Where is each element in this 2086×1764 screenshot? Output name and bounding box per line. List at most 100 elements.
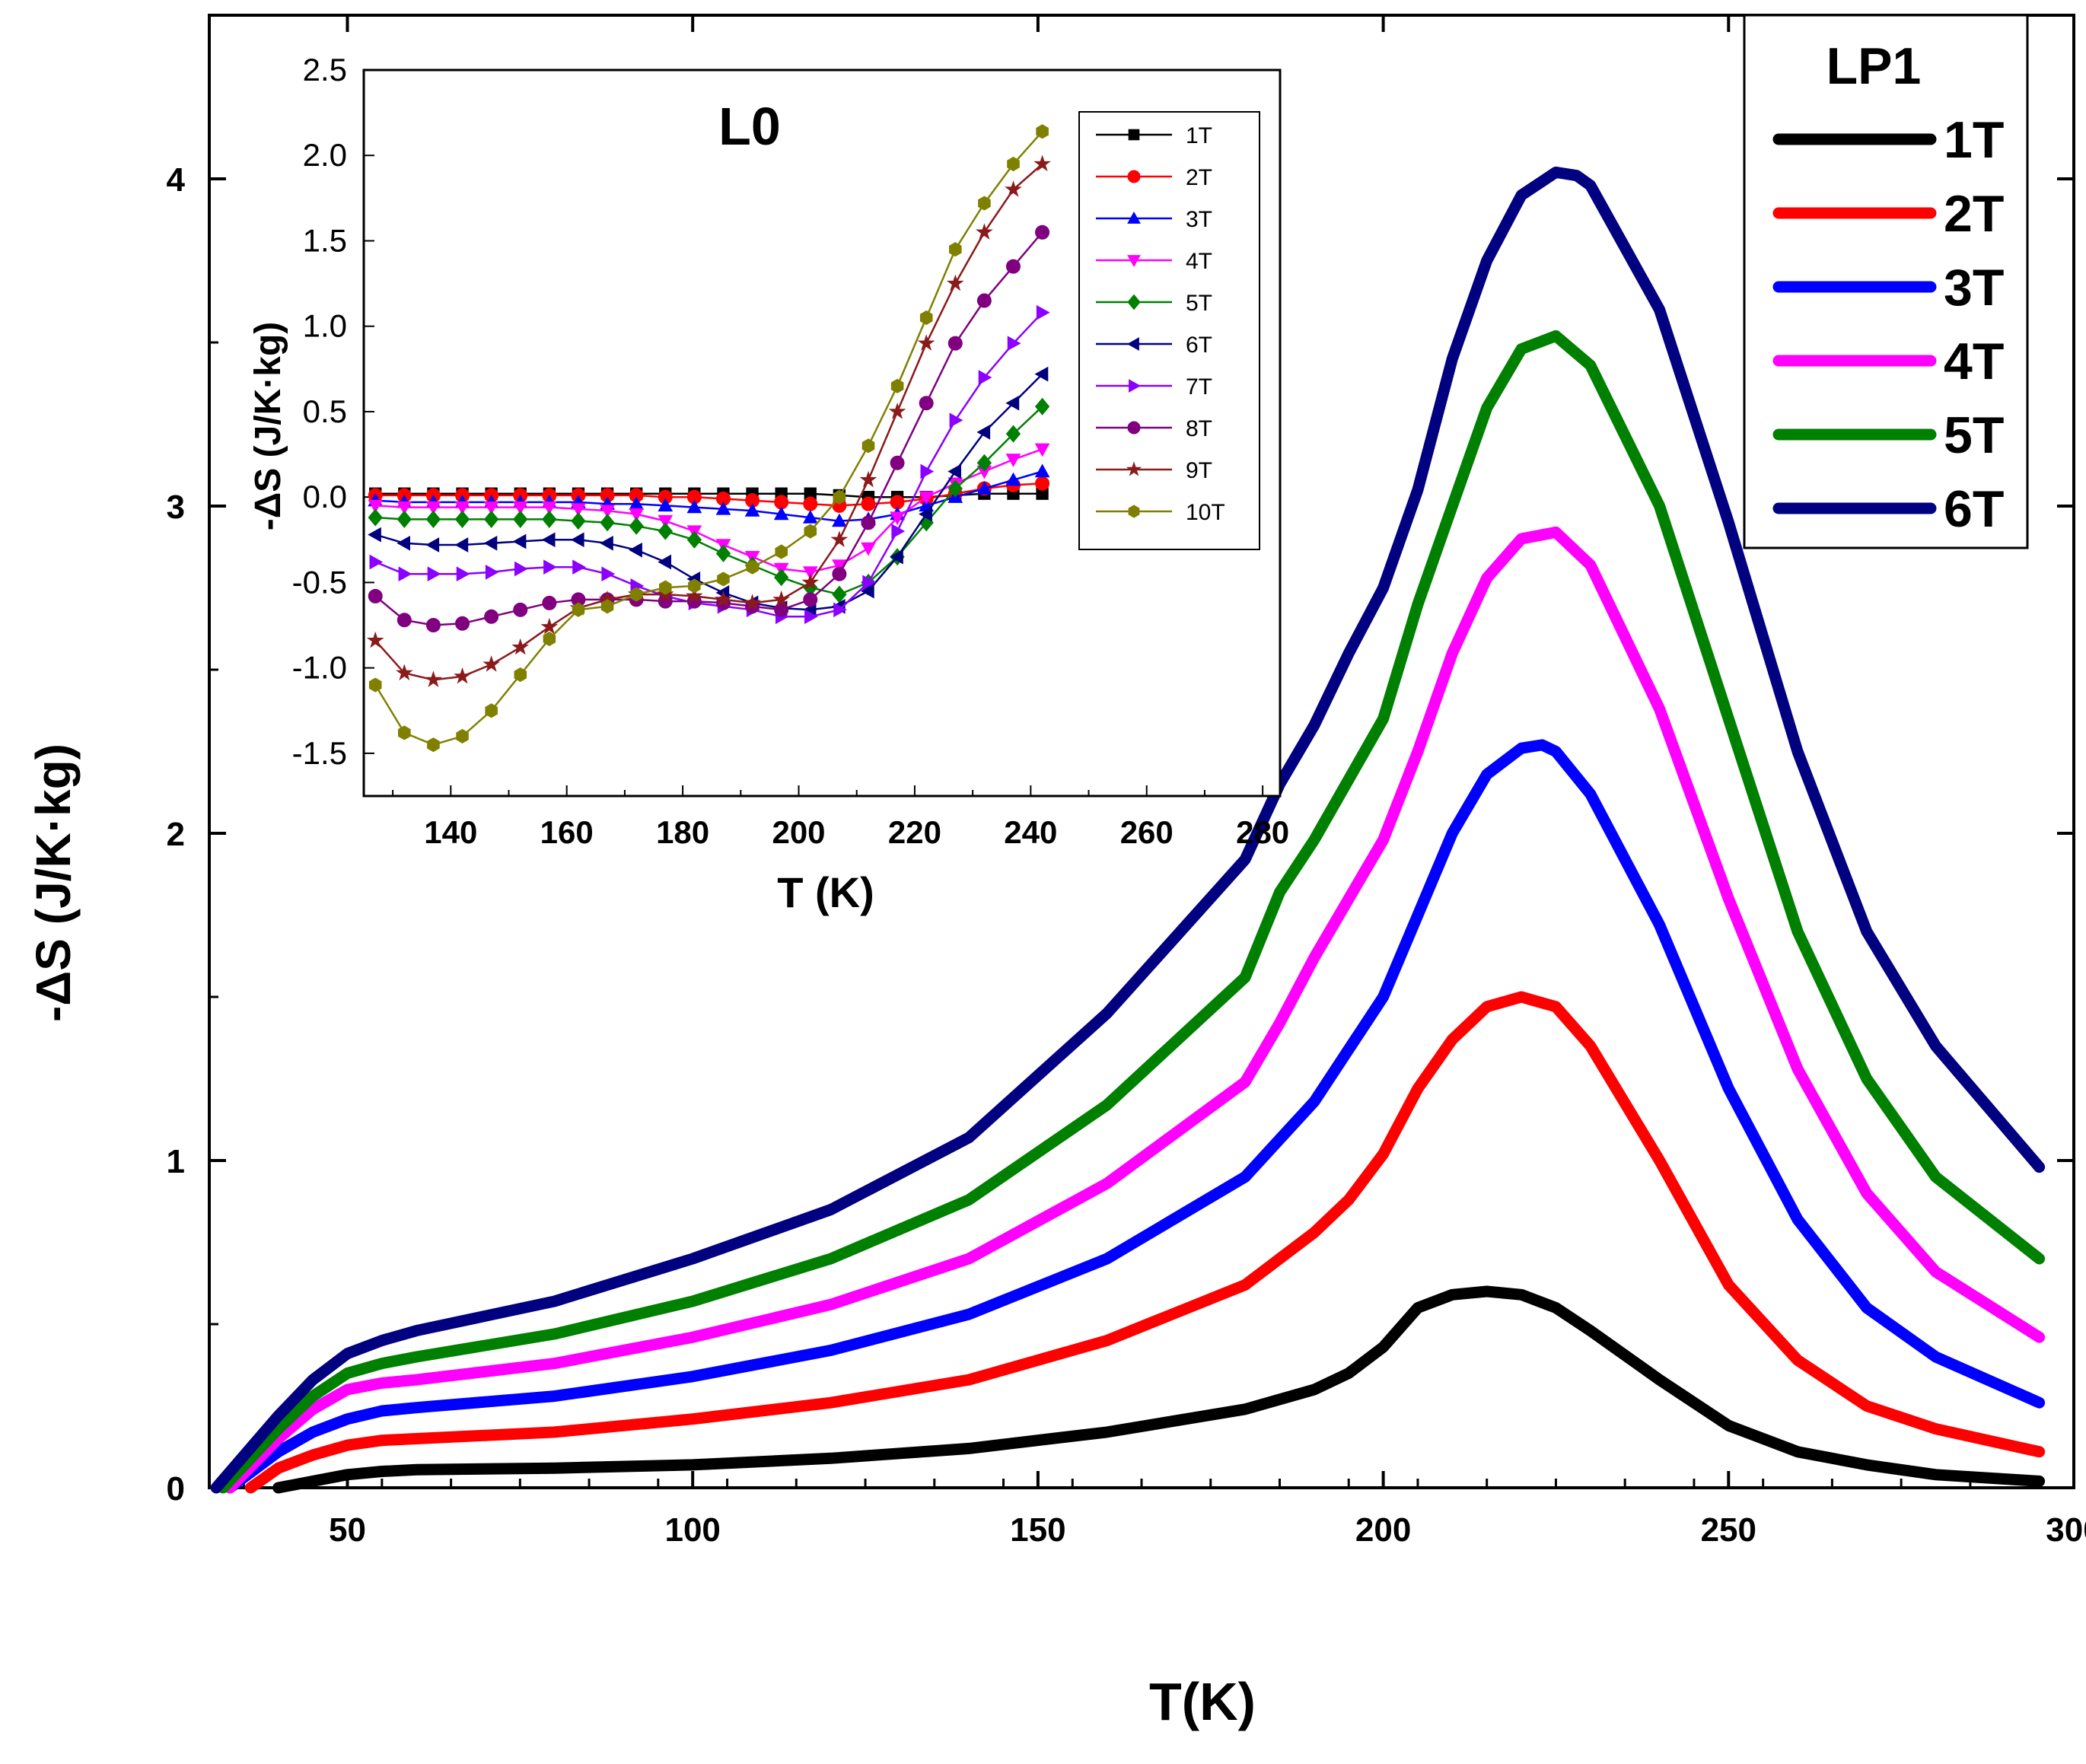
inset-point-10T <box>688 578 701 594</box>
inset-point-5T <box>571 512 586 530</box>
inset-y-tick-label: -1.5 <box>292 735 347 771</box>
legend-label-2T: 2T <box>1944 185 2004 243</box>
inset-point-7T <box>427 566 441 582</box>
inset-legend-marker-2T <box>1127 170 1141 183</box>
inset-y-tick-label: 1.5 <box>303 222 347 258</box>
legend-label-3T: 3T <box>1944 259 2004 317</box>
inset-point-6T <box>1005 395 1020 411</box>
inset-point-10T <box>600 599 614 614</box>
inset-point-9T <box>540 617 559 635</box>
x-tick-label: 200 <box>1355 1511 1411 1549</box>
inset-point-7T <box>369 554 384 570</box>
x-tick-label: 300 <box>2046 1511 2086 1549</box>
inset-point-10T <box>919 310 933 326</box>
inset-point-7T <box>978 370 992 385</box>
inset-point-6T <box>890 549 903 565</box>
inset-point-9T <box>395 664 413 681</box>
inset-point-7T <box>862 575 877 591</box>
inset-point-8T <box>890 455 905 470</box>
inset-point-7T <box>833 602 847 618</box>
inset-point-3T <box>686 499 702 514</box>
inset-point-8T <box>542 595 557 610</box>
inset-point-7T <box>485 565 499 580</box>
inset-legend-label-7T: 7T <box>1186 374 1212 400</box>
inset-point-5T <box>976 454 992 472</box>
inset-point-8T <box>1035 224 1050 240</box>
inset-point-5T <box>513 510 528 528</box>
inset-point-8T <box>1005 259 1021 274</box>
x-tick-label: 100 <box>664 1511 720 1549</box>
inset-point-10T <box>456 728 469 743</box>
inset-point-3T <box>658 498 674 512</box>
inset-y-axis-title: -ΔS (J/K·kg) <box>248 322 288 531</box>
inset-point-6T <box>947 463 961 479</box>
inset-point-4T <box>600 505 615 519</box>
inset-point-8T <box>976 293 992 308</box>
inset-legend-marker-10T <box>1128 505 1140 518</box>
inset-y-tick-label: -0.5 <box>292 564 347 600</box>
inset-point-9T <box>830 530 849 547</box>
x-tick-label: 250 <box>1701 1511 1756 1549</box>
inset-point-10T <box>833 489 846 505</box>
inset-point-10T <box>514 667 527 683</box>
inset-point-4T <box>454 501 470 515</box>
inset-point-5T <box>658 522 673 540</box>
inset-point-9T <box>1033 154 1051 172</box>
inset-point-5T <box>454 510 470 528</box>
inset-point-9T <box>1005 180 1022 197</box>
y-tick-label: 4 <box>167 161 186 199</box>
inset-point-6T <box>368 527 381 543</box>
inset-point-10T <box>1007 156 1020 172</box>
inset-legend-label-5T: 5T <box>1186 291 1212 316</box>
inset-point-10T <box>427 737 440 753</box>
inset-point-4T <box>890 511 905 526</box>
inset-point-2T <box>861 496 876 511</box>
series-line-6T <box>210 166 2046 1494</box>
inset-point-10T <box>572 602 585 617</box>
inset-point-3T <box>976 480 992 495</box>
inset-point-4T <box>483 501 499 515</box>
inset-point-5T <box>629 517 644 535</box>
inset-point-3T <box>1034 463 1050 478</box>
inset-legend-marker-5T <box>1127 294 1141 310</box>
series-line-3T <box>224 739 2046 1494</box>
inset-legend-marker-3T <box>1127 211 1141 224</box>
inset-point-6T <box>658 554 671 570</box>
series-line-4T <box>224 526 2046 1494</box>
inset-plot: 140 160 180 200 220 240 260 280 -1.5 -1.0 -0.5 0.0 0… <box>248 52 1289 916</box>
inset-point-5T <box>715 544 731 562</box>
inset-legend-box <box>1078 111 1260 550</box>
inset-legend-label-1T: 1T <box>1186 123 1212 148</box>
inset-point-10T <box>659 580 672 595</box>
inset-point-2T <box>803 496 818 511</box>
inset-legend-marker-4T <box>1127 255 1141 268</box>
inset-point-7T <box>804 609 818 625</box>
inset-x-tick-label: 200 <box>772 814 825 850</box>
inset-x-axis-title: T (K) <box>777 868 874 916</box>
inset-point-10T <box>890 378 904 393</box>
inset-point-2T <box>1035 476 1050 491</box>
inset-point-5T <box>947 479 963 498</box>
inset-y-tick-label: 2.0 <box>303 137 347 173</box>
inset-point-9T <box>366 631 384 648</box>
inset-y-tick-label: 1.0 <box>303 308 347 344</box>
x-tick-label: 150 <box>1010 1511 1065 1549</box>
inset-point-4T <box>802 566 818 580</box>
inset-point-8T <box>919 396 934 411</box>
y-tick-label: 1 <box>167 1143 185 1180</box>
inset-point-6T <box>483 535 498 551</box>
inset-point-8T <box>861 515 876 530</box>
inset-legend-label-8T: 8T <box>1186 416 1212 441</box>
inset-point-6T <box>919 506 932 522</box>
inset-point-9T <box>888 403 906 419</box>
inset-point-10T <box>368 677 382 693</box>
inset-y-tick-label: 2.5 <box>303 52 347 88</box>
inset-point-6T <box>512 533 527 549</box>
inset-point-10T <box>717 572 730 587</box>
inset-point-4T <box>425 501 441 515</box>
inset-legend-label-4T: 4T <box>1186 249 1212 274</box>
inset-point-10T <box>543 631 556 647</box>
inset-point-7T <box>949 412 963 428</box>
inset-point-9T <box>511 638 530 655</box>
